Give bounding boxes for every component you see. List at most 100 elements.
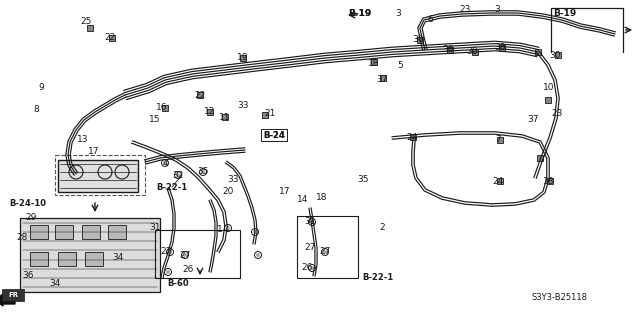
Bar xyxy=(497,137,503,143)
Bar xyxy=(417,37,423,43)
Text: B-19: B-19 xyxy=(348,9,372,18)
Text: B-24: B-24 xyxy=(263,130,285,139)
Bar xyxy=(30,252,48,266)
Circle shape xyxy=(323,250,327,254)
Text: 30: 30 xyxy=(549,50,561,60)
Bar xyxy=(197,92,203,98)
Bar xyxy=(155,230,240,278)
Text: 32: 32 xyxy=(172,170,184,180)
Text: 27: 27 xyxy=(160,248,172,256)
Text: 11: 11 xyxy=(220,113,231,122)
Text: B-19: B-19 xyxy=(554,9,577,18)
Circle shape xyxy=(201,170,205,174)
Text: 2: 2 xyxy=(379,224,385,233)
Text: 34: 34 xyxy=(49,278,61,287)
Circle shape xyxy=(163,161,167,165)
Text: 27: 27 xyxy=(304,243,316,253)
Text: 30: 30 xyxy=(442,46,454,55)
Text: 18: 18 xyxy=(316,192,328,202)
Circle shape xyxy=(310,266,314,270)
Text: 35: 35 xyxy=(197,167,209,176)
Bar xyxy=(20,218,160,292)
Text: B-19: B-19 xyxy=(348,9,372,18)
Text: B-22-1: B-22-1 xyxy=(362,273,394,283)
Text: 13: 13 xyxy=(77,136,89,145)
Bar xyxy=(108,225,126,239)
Text: 24: 24 xyxy=(406,132,418,142)
Text: 27: 27 xyxy=(319,248,331,256)
Text: 12: 12 xyxy=(204,108,216,116)
Text: 26: 26 xyxy=(182,265,194,275)
Bar xyxy=(535,49,541,55)
Text: 28: 28 xyxy=(16,234,28,242)
Bar xyxy=(55,225,73,239)
Bar xyxy=(109,35,115,41)
Text: 36: 36 xyxy=(22,271,34,280)
Text: 14: 14 xyxy=(298,196,308,204)
Text: FR: FR xyxy=(8,292,18,298)
Circle shape xyxy=(168,250,172,254)
Bar xyxy=(262,112,268,118)
Text: 30: 30 xyxy=(412,35,424,44)
Text: 23: 23 xyxy=(460,5,470,14)
Text: 8: 8 xyxy=(33,105,39,114)
Text: 33: 33 xyxy=(237,101,249,110)
Text: B-60: B-60 xyxy=(167,278,189,287)
Bar xyxy=(371,59,377,65)
Text: 37: 37 xyxy=(376,75,388,84)
Bar xyxy=(58,160,138,192)
Text: 29: 29 xyxy=(26,213,36,222)
Bar xyxy=(447,47,453,53)
FancyArrow shape xyxy=(0,294,15,306)
Text: 1: 1 xyxy=(217,226,223,234)
Text: 30: 30 xyxy=(494,43,506,53)
Text: 22: 22 xyxy=(195,91,205,100)
Text: 15: 15 xyxy=(149,115,161,124)
Bar xyxy=(87,25,93,31)
Bar xyxy=(547,178,553,184)
Bar xyxy=(472,49,478,55)
Bar xyxy=(545,97,551,103)
Circle shape xyxy=(176,173,180,177)
Text: 17: 17 xyxy=(88,147,100,157)
Circle shape xyxy=(226,226,230,230)
Text: 3: 3 xyxy=(494,5,500,14)
Circle shape xyxy=(256,253,260,257)
Text: 3: 3 xyxy=(395,9,401,18)
Text: 35: 35 xyxy=(357,175,369,184)
Text: 9: 9 xyxy=(38,83,44,92)
Bar xyxy=(55,155,145,195)
Text: 7: 7 xyxy=(495,136,501,145)
Bar xyxy=(222,114,228,120)
Circle shape xyxy=(166,270,170,274)
Text: S3Y3-B25118: S3Y3-B25118 xyxy=(532,293,588,301)
Text: 25: 25 xyxy=(80,18,92,26)
Bar xyxy=(30,225,48,239)
Text: 20: 20 xyxy=(222,188,234,197)
Circle shape xyxy=(310,220,314,224)
Circle shape xyxy=(183,253,187,257)
Bar xyxy=(162,105,168,111)
Text: 26: 26 xyxy=(301,263,313,272)
Bar xyxy=(380,75,386,81)
Text: 31: 31 xyxy=(304,218,316,226)
Text: 5: 5 xyxy=(397,62,403,70)
Text: 19: 19 xyxy=(237,54,249,63)
Bar xyxy=(410,134,416,140)
Text: 17: 17 xyxy=(279,188,291,197)
Text: 18: 18 xyxy=(543,176,555,186)
Text: 27: 27 xyxy=(179,250,191,259)
Circle shape xyxy=(253,230,257,234)
Text: 21: 21 xyxy=(264,108,276,117)
Bar xyxy=(537,155,543,161)
Text: 33: 33 xyxy=(227,175,239,184)
Text: 6: 6 xyxy=(427,16,433,25)
Text: 23: 23 xyxy=(551,108,563,117)
Bar xyxy=(85,252,103,266)
Text: 24: 24 xyxy=(492,176,504,186)
Bar xyxy=(555,52,561,58)
Text: 30: 30 xyxy=(467,48,477,56)
Bar xyxy=(82,225,100,239)
Bar xyxy=(297,216,358,278)
Bar xyxy=(58,252,76,266)
